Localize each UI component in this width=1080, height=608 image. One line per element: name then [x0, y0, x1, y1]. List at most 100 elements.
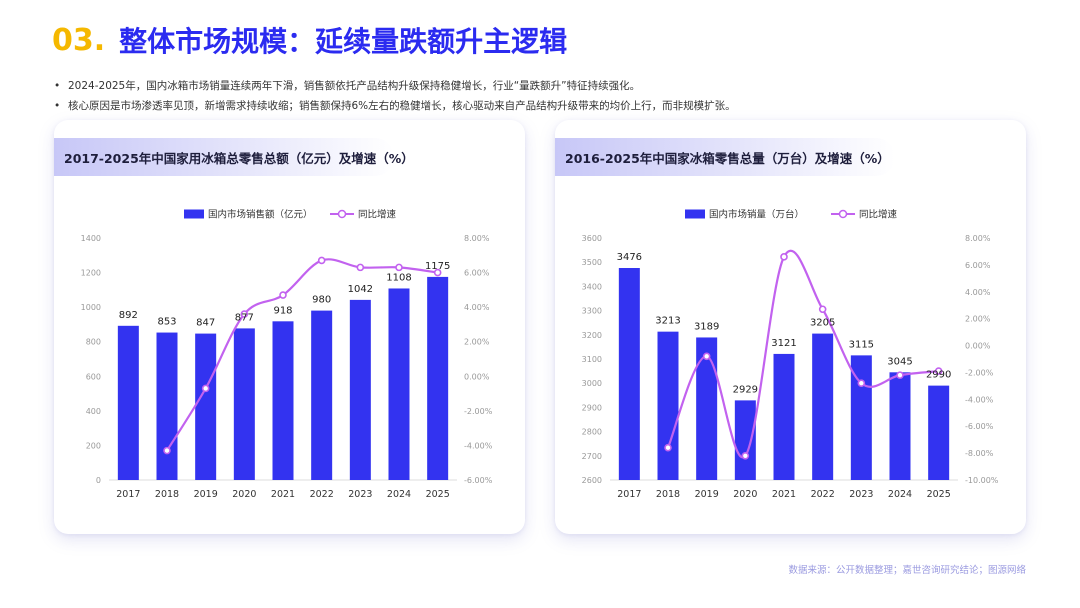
growth-point-2022	[818, 305, 827, 314]
bar-value-label: 3115	[849, 339, 874, 350]
category-label: 2019	[695, 489, 719, 500]
page-title: 03. 整体市场规模：延续量跌额升主逻辑	[52, 18, 567, 62]
bar-value-label: 1042	[348, 284, 373, 295]
right-axis-tick: 6.00%	[464, 269, 490, 278]
left-axis-tick: 1000	[81, 303, 101, 312]
growth-point-2024	[395, 263, 403, 272]
bar-value-label: 980	[312, 295, 331, 306]
growth-point-2023	[356, 263, 365, 272]
bar-2024	[889, 372, 911, 480]
right-axis-tick: -4.00%	[464, 441, 493, 450]
left-axis-tick: 3600	[582, 234, 602, 243]
category-label: 2025	[927, 489, 951, 500]
growth-point-2019	[201, 384, 210, 393]
bar-value-label: 1175	[425, 261, 450, 272]
legend-bar-label: 国内市场销售额（亿元）	[208, 209, 313, 221]
bar-2022	[311, 310, 333, 480]
bar-2018	[657, 331, 679, 480]
bar-2018	[156, 332, 178, 480]
category-label: 2024	[888, 489, 912, 500]
right-axis-tick: 2.00%	[965, 315, 991, 324]
section-title: 整体市场规模：延续量跌额升主逻辑	[119, 25, 568, 58]
bar-value-label: 3213	[655, 316, 680, 327]
category-label: 2024	[387, 489, 411, 500]
bar-value-label: 3205	[810, 318, 835, 329]
category-label: 2023	[348, 489, 372, 500]
left-axis-tick: 800	[86, 338, 101, 347]
data-source-note: 数据来源：公开数据整理；嘉世咨询研究结论；图源网络	[788, 565, 1026, 576]
growth-point-2022	[317, 256, 326, 265]
category-label: 2023	[849, 489, 873, 500]
bar-2020	[734, 400, 756, 480]
category-label: 2017	[617, 489, 641, 500]
left-axis-tick: 3300	[582, 307, 602, 316]
category-label: 2021	[772, 489, 796, 500]
bar-2019	[195, 333, 217, 480]
sales-value-chart: 国内市场销售额（亿元） 同比增速 0 200 400 600 800 1000 1200 1400…	[81, 209, 493, 501]
sales-volume-chart-card: 2016-2025年中国家冰箱零售总量（万台）及增速（%） 国内市场销量（万台）…	[555, 120, 1026, 534]
legend-line-label: 同比增速	[859, 209, 898, 221]
legend-line-marker	[838, 209, 848, 219]
left-axis-tick: 600	[86, 372, 101, 381]
right-axis-tick: 4.00%	[965, 288, 991, 297]
growth-point-2018	[163, 446, 171, 455]
left-axis-tick: 2600	[582, 476, 602, 485]
bar-value-label: 3045	[887, 356, 912, 367]
right-axis-tick: 0.00%	[965, 342, 991, 351]
bullet-item: 核心原因是市场渗透率见顶，新增需求持续收缩；销售额保持6%左右的稳健增长，核心驱…	[52, 96, 1052, 116]
legend-line-marker	[337, 209, 347, 219]
bar-2021	[272, 321, 294, 480]
growth-point-2023	[857, 379, 866, 388]
category-label: 2018	[155, 489, 179, 500]
growth-point-2025	[934, 367, 943, 375]
bar-2017	[618, 268, 640, 480]
category-label: 2018	[656, 489, 680, 500]
left-axis-tick: 2900	[582, 403, 602, 412]
left-axis-tick: 1200	[81, 269, 101, 278]
left-axis-tick: 3100	[582, 355, 602, 364]
category-label: 2021	[271, 489, 295, 500]
bar-2024	[388, 288, 410, 480]
bar-value-label: 847	[196, 318, 215, 329]
growth-point-2021	[279, 291, 287, 299]
category-label: 2022	[310, 489, 334, 500]
bar-value-label: 3121	[771, 338, 796, 349]
bar-value-label: 918	[273, 305, 292, 316]
right-axis-tick: -10.00%	[965, 476, 999, 485]
legend-bar-swatch	[685, 209, 705, 219]
growth-point-2020	[741, 451, 750, 460]
category-label: 2017	[116, 489, 140, 500]
left-axis-tick: 0	[96, 476, 101, 485]
bar-2021	[773, 353, 795, 480]
bar-value-label: 2990	[926, 370, 951, 381]
bar-value-label: 892	[119, 310, 138, 321]
chart-title: 2017-2025年中国家用冰箱总零售总额（亿元）及增速（%）	[64, 150, 414, 166]
legend-line-label: 同比增速	[358, 209, 397, 221]
growth-point-2019	[702, 352, 711, 361]
category-label: 2020	[733, 489, 757, 500]
section-number: 03.	[52, 22, 106, 58]
right-axis-tick: -6.00%	[965, 422, 994, 431]
bar-value-label: 3189	[694, 321, 719, 332]
right-axis-tick: -6.00%	[464, 476, 493, 485]
bar-value-label: 1108	[386, 272, 411, 283]
chart-title-banner: 2017-2025年中国家用冰箱总零售总额（亿元）及增速（%）	[54, 138, 414, 176]
left-axis-tick: 1400	[81, 234, 101, 243]
left-axis-tick: 2700	[582, 452, 602, 461]
bar-2022	[812, 333, 834, 480]
bar-2020	[233, 328, 255, 480]
sales-value-chart-card: 2017-2025年中国家用冰箱总零售总额（亿元）及增速（%） 国内市场销售额（…	[54, 120, 525, 534]
bar-value-label: 853	[157, 317, 176, 328]
growth-point-2021	[780, 253, 788, 261]
bar-2017	[117, 325, 139, 480]
left-axis-tick: 3000	[582, 379, 602, 388]
growth-point-2024	[896, 371, 904, 379]
bar-2025	[928, 385, 950, 480]
left-axis-tick: 3200	[582, 331, 602, 340]
left-axis-tick: 3500	[582, 258, 602, 267]
chart-title: 2016-2025年中国家冰箱零售总量（万台）及增速（%）	[565, 150, 890, 166]
chart-title-banner: 2016-2025年中国家冰箱零售总量（万台）及增速（%）	[555, 138, 895, 176]
bar-2023	[349, 299, 371, 480]
sales-volume-chart: 国内市场销量（万台） 同比增速 2600 2700 2800 2900 3000 3100 32…	[582, 209, 999, 501]
right-axis-tick: 8.00%	[464, 234, 490, 243]
